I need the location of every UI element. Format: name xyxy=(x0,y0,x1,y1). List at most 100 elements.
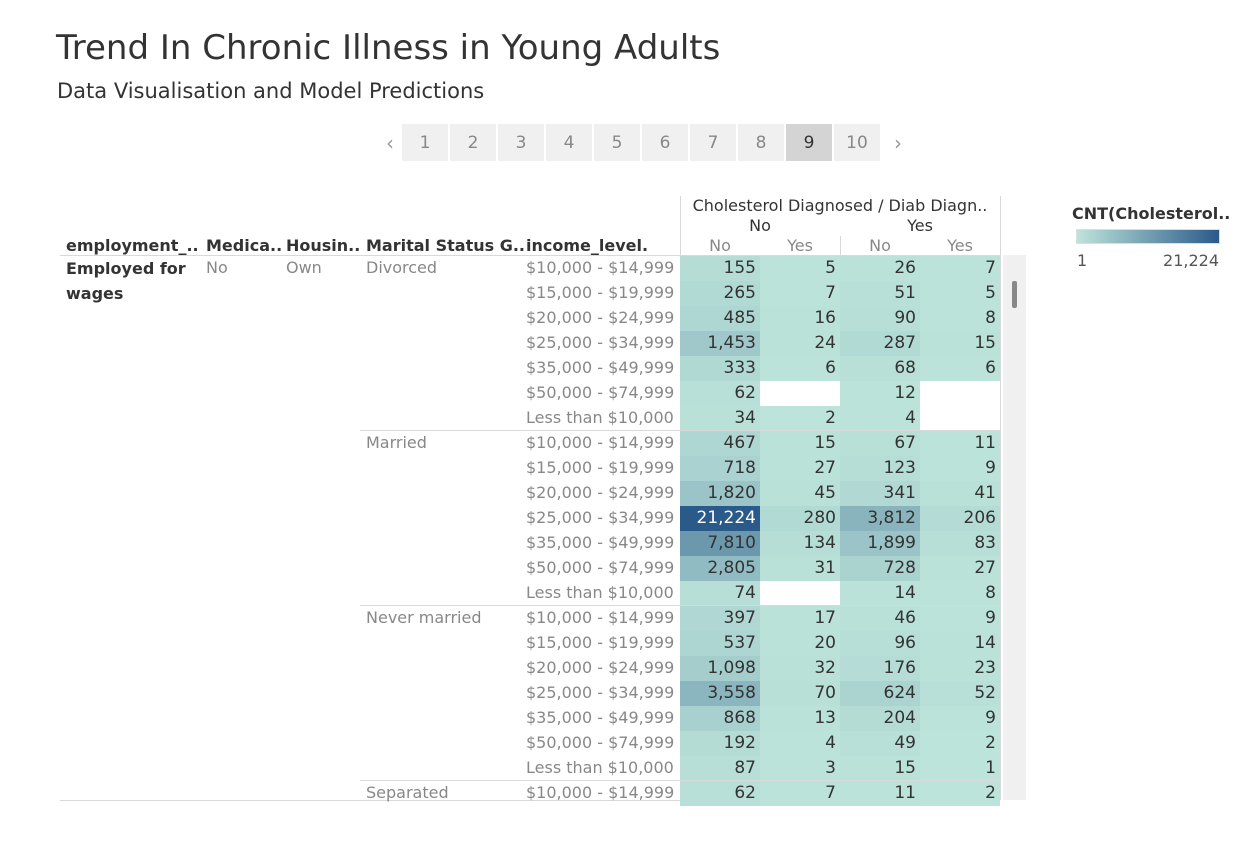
table-cell[interactable]: 485 xyxy=(680,306,760,331)
table-cell[interactable]: 7 xyxy=(920,256,1000,281)
table-cell[interactable]: 62 xyxy=(680,781,760,806)
table-cell[interactable]: 13 xyxy=(760,706,840,731)
table-cell[interactable]: 2 xyxy=(760,406,840,431)
table-cell[interactable]: 24 xyxy=(760,331,840,356)
page-button-1[interactable]: 1 xyxy=(402,124,448,161)
table-cell[interactable]: 280 xyxy=(760,506,840,531)
table-cell[interactable]: 20 xyxy=(760,631,840,656)
table-cell[interactable]: 27 xyxy=(760,456,840,481)
scrollbar-thumb[interactable] xyxy=(1012,281,1017,308)
table-cell[interactable]: 1 xyxy=(920,756,1000,781)
table-cell[interactable]: 45 xyxy=(760,481,840,506)
table-cell[interactable]: 11 xyxy=(920,431,1000,456)
table-cell[interactable]: 90 xyxy=(840,306,920,331)
table-cell[interactable]: 34 xyxy=(680,406,760,431)
page-button-9[interactable]: 9 xyxy=(786,124,832,161)
table-cell[interactable]: 17 xyxy=(760,606,840,631)
table-cell[interactable]: 204 xyxy=(840,706,920,731)
table-cell[interactable]: 70 xyxy=(760,681,840,706)
table-cell[interactable] xyxy=(760,381,840,406)
table-cell[interactable]: 15 xyxy=(920,331,1000,356)
table-cell[interactable]: 2,805 xyxy=(680,556,760,581)
table-cell[interactable]: 68 xyxy=(840,356,920,381)
page-button-3[interactable]: 3 xyxy=(498,124,544,161)
page-button-10[interactable]: 10 xyxy=(834,124,880,161)
table-cell[interactable]: 537 xyxy=(680,631,760,656)
table-cell[interactable]: 32 xyxy=(760,656,840,681)
table-cell[interactable]: 4 xyxy=(840,406,920,431)
page-button-2[interactable]: 2 xyxy=(450,124,496,161)
table-cell[interactable]: 192 xyxy=(680,731,760,756)
table-cell[interactable]: 333 xyxy=(680,356,760,381)
table-cell[interactable]: 26 xyxy=(840,256,920,281)
table-cell[interactable]: 467 xyxy=(680,431,760,456)
table-cell[interactable]: 1,820 xyxy=(680,481,760,506)
table-cell[interactable]: 74 xyxy=(680,581,760,606)
table-cell[interactable]: 728 xyxy=(840,556,920,581)
table-cell[interactable]: 15 xyxy=(760,431,840,456)
table-cell[interactable]: 9 xyxy=(920,706,1000,731)
table-cell[interactable]: 11 xyxy=(840,781,920,806)
table-cell[interactable]: 2 xyxy=(920,781,1000,806)
table-cell[interactable]: 62 xyxy=(680,381,760,406)
table-cell[interactable]: 3 xyxy=(760,756,840,781)
table-cell[interactable]: 206 xyxy=(920,506,1000,531)
table-cell[interactable]: 1,453 xyxy=(680,331,760,356)
page-button-4[interactable]: 4 xyxy=(546,124,592,161)
page-button-5[interactable]: 5 xyxy=(594,124,640,161)
table-cell[interactable]: 67 xyxy=(840,431,920,456)
table-cell[interactable]: 14 xyxy=(840,581,920,606)
table-cell[interactable]: 12 xyxy=(840,381,920,406)
table-cell[interactable]: 83 xyxy=(920,531,1000,556)
table-cell[interactable]: 52 xyxy=(920,681,1000,706)
vertical-scrollbar[interactable] xyxy=(1003,255,1026,800)
table-cell[interactable]: 3,812 xyxy=(840,506,920,531)
table-cell[interactable]: 14 xyxy=(920,631,1000,656)
table-cell[interactable]: 4 xyxy=(760,731,840,756)
table-cell[interactable]: 9 xyxy=(920,606,1000,631)
table-cell[interactable]: 15 xyxy=(840,756,920,781)
table-cell[interactable]: 1,098 xyxy=(680,656,760,681)
table-cell[interactable]: 7,810 xyxy=(680,531,760,556)
table-cell[interactable]: 265 xyxy=(680,281,760,306)
table-cell[interactable]: 51 xyxy=(840,281,920,306)
table-cell[interactable] xyxy=(920,406,1000,431)
table-cell[interactable]: 176 xyxy=(840,656,920,681)
table-cell[interactable]: 41 xyxy=(920,481,1000,506)
table-cell[interactable]: 5 xyxy=(760,256,840,281)
table-cell[interactable]: 7 xyxy=(760,781,840,806)
table-cell[interactable]: 287 xyxy=(840,331,920,356)
table-cell[interactable]: 21,224 xyxy=(680,506,760,531)
table-cell[interactable]: 134 xyxy=(760,531,840,556)
table-cell[interactable]: 123 xyxy=(840,456,920,481)
table-cell[interactable]: 96 xyxy=(840,631,920,656)
table-cell[interactable]: 2 xyxy=(920,731,1000,756)
table-cell[interactable]: 9 xyxy=(920,456,1000,481)
table-cell[interactable]: 3,558 xyxy=(680,681,760,706)
table-cell[interactable]: 341 xyxy=(840,481,920,506)
table-cell[interactable]: 624 xyxy=(840,681,920,706)
page-button-6[interactable]: 6 xyxy=(642,124,688,161)
page-button-8[interactable]: 8 xyxy=(738,124,784,161)
table-cell[interactable]: 6 xyxy=(760,356,840,381)
table-cell[interactable]: 87 xyxy=(680,756,760,781)
next-page-icon[interactable]: › xyxy=(894,130,902,155)
table-cell[interactable]: 1,899 xyxy=(840,531,920,556)
table-cell[interactable]: 5 xyxy=(920,281,1000,306)
table-cell[interactable]: 718 xyxy=(680,456,760,481)
table-cell[interactable]: 155 xyxy=(680,256,760,281)
table-cell[interactable]: 8 xyxy=(920,306,1000,331)
prev-page-icon[interactable]: ‹ xyxy=(386,130,394,155)
table-cell[interactable]: 46 xyxy=(840,606,920,631)
table-cell[interactable] xyxy=(920,381,1000,406)
table-cell[interactable]: 7 xyxy=(760,281,840,306)
table-cell[interactable]: 31 xyxy=(760,556,840,581)
table-cell[interactable]: 6 xyxy=(920,356,1000,381)
table-cell[interactable]: 8 xyxy=(920,581,1000,606)
table-cell[interactable]: 23 xyxy=(920,656,1000,681)
page-button-7[interactable]: 7 xyxy=(690,124,736,161)
table-cell[interactable]: 16 xyxy=(760,306,840,331)
table-cell[interactable]: 49 xyxy=(840,731,920,756)
table-cell[interactable]: 27 xyxy=(920,556,1000,581)
table-cell[interactable]: 397 xyxy=(680,606,760,631)
